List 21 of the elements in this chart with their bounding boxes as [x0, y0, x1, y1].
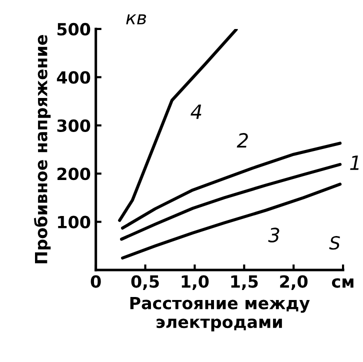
x-tick-label: см [332, 278, 354, 288]
y-tick-label: 500 [57, 22, 90, 36]
line-series [121, 182, 342, 260]
x-tick-label: 2,0 [280, 275, 308, 290]
y-tick-label: 200 [58, 168, 90, 180]
line-series [118, 28, 238, 222]
x-tick-label: 1,0 [182, 275, 209, 290]
x-axis-title: Расстояние между электродами [130, 296, 310, 332]
annotation: S [329, 236, 340, 250]
annotation: 3 [268, 228, 280, 242]
y-tick-label: 100 [58, 216, 90, 228]
y-tick-label: 400 [56, 71, 90, 84]
text: кв [126, 14, 146, 24]
y-axis-title: Пробивное напряжение [34, 35, 51, 264]
annotation: 4 [190, 104, 202, 119]
annotation: 1 [350, 156, 359, 170]
annotation: 2 [236, 133, 248, 148]
x-tick-label: 0,5 [131, 275, 159, 290]
y-tick-label: 300 [57, 119, 90, 132]
x-tick-label: 1,5 [231, 275, 258, 290]
x-tick-label: 0 [90, 275, 101, 288]
